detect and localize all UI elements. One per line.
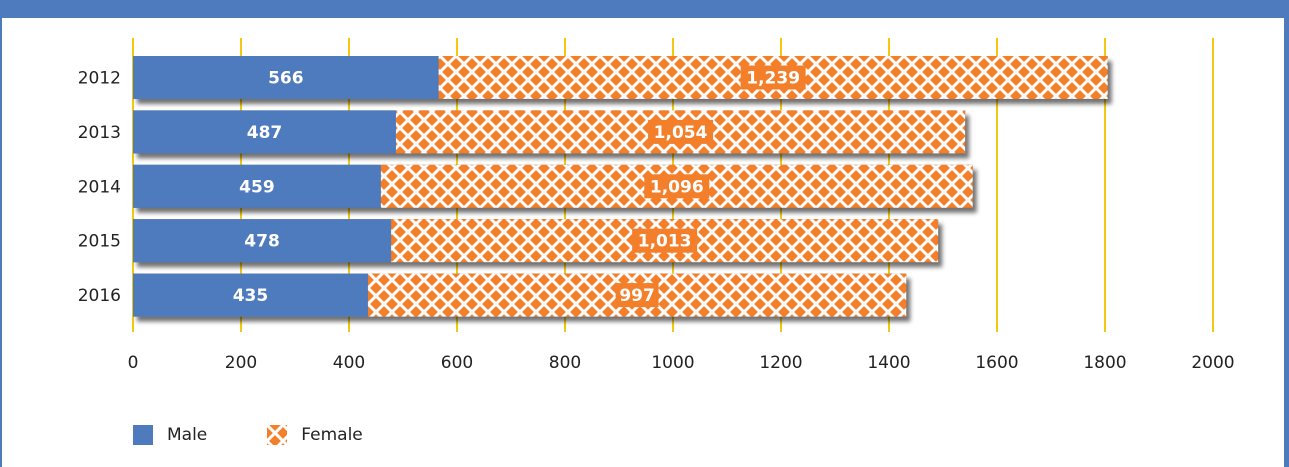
legend-label-female: Female [301,425,363,445]
bar-male [133,219,392,263]
y-tick-label: 2016 [78,286,121,306]
legend-item-female: Female [267,425,363,445]
x-tick-label: 400 [333,353,365,373]
data-label-male: 566 [268,69,304,89]
data-label-female-bg [615,283,659,308]
y-tick-label: 2012 [78,69,121,89]
data-label-male: 459 [239,177,275,197]
title-band [0,0,1289,18]
y-tick-label: 2015 [78,232,121,252]
x-tick-label: 600 [441,353,473,373]
bar-male [133,164,381,208]
y-axis-tick-labels: 2012 2013 2014 2015 2016 [78,69,121,307]
bar-male [133,273,368,317]
data-label-male: 487 [247,123,283,143]
x-axis-tick-labels: 0 200 400 600 800 1000 1200 1400 1600 1800 2000 [128,353,1235,373]
legend-label-male: Male [167,425,208,445]
frame-right-border [1284,18,1289,467]
x-tick-label: 0 [128,353,139,373]
bar-male [133,56,439,99]
data-label-female-bg [648,119,714,144]
data-label-female-bg [644,174,710,199]
data-label-female: 1,096 [650,177,704,197]
legend-item-male: Male [133,425,207,445]
x-tick-label: 1000 [651,353,694,373]
data-label-female-bg [740,65,806,90]
data-label-female: 997 [619,286,655,306]
x-tick-label: 800 [549,353,581,373]
y-tick-label: 2013 [78,123,121,143]
data-label-female: 1,239 [746,69,800,89]
x-tick-label: 200 [225,353,257,373]
x-tick-label: 1400 [867,353,910,373]
x-tick-label: 2000 [1191,353,1234,373]
data-label-male: 435 [233,286,269,306]
bars: 566 1,239 487 1,054 459 1,096 478 1,013 435 997 [133,56,1108,317]
data-label-female: 1,054 [654,123,708,143]
bar-male [133,110,396,154]
x-tick-label: 1600 [975,353,1018,373]
x-tick-label: 1800 [1083,353,1126,373]
frame-left-border [0,18,2,467]
data-label-female: 1,013 [638,232,692,252]
legend: Male Female [133,425,423,445]
data-label-female-bg [632,228,698,253]
legend-swatch-male [133,425,153,445]
legend-swatch-female [267,425,288,445]
data-label-male: 478 [244,232,280,252]
y-tick-label: 2014 [78,177,121,197]
x-tick-label: 1200 [759,353,802,373]
